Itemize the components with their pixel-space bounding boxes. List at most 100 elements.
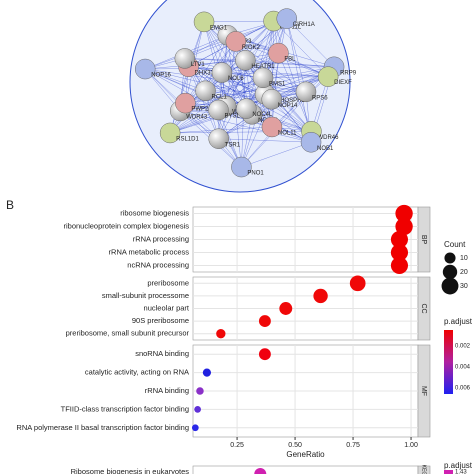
node xyxy=(211,62,233,83)
network: MPHOSPH10WDR43UTP11LNOP58DHX37RRP9WDR36W… xyxy=(129,0,357,193)
edge xyxy=(235,41,247,109)
node xyxy=(134,58,156,80)
edge xyxy=(145,18,287,70)
legend-dot xyxy=(441,277,459,295)
x-tick-label: 0.50 xyxy=(288,442,302,449)
legend-dot xyxy=(442,264,458,280)
node xyxy=(231,156,252,178)
node-label: FBL xyxy=(284,57,296,63)
node-label: LTV1 xyxy=(191,62,206,68)
node xyxy=(252,67,274,89)
node-label: EMG1 xyxy=(210,25,228,31)
dot xyxy=(254,468,267,474)
category-label: small-subunit processome xyxy=(102,291,189,300)
node-label: WDR46 xyxy=(317,135,339,141)
strip-label: MF xyxy=(420,386,427,396)
node-label: RSL1D1 xyxy=(176,137,199,143)
node xyxy=(175,92,196,114)
strip xyxy=(417,465,431,474)
dot xyxy=(395,204,413,223)
node-label: DHX37 xyxy=(195,70,215,76)
strip-label: CC xyxy=(420,303,427,313)
node-label: BMS1 xyxy=(269,81,286,87)
edge xyxy=(241,99,272,168)
panel xyxy=(192,465,419,474)
legend-title: Count xyxy=(444,240,466,249)
edge xyxy=(218,18,287,139)
category-label: rRNA binding xyxy=(145,386,189,395)
node xyxy=(295,81,317,103)
edge xyxy=(286,18,307,92)
dot xyxy=(202,368,212,377)
node-label: PWP2 xyxy=(191,107,209,113)
legend-title: p.adjust xyxy=(444,461,473,470)
category-label: rRNA metabolic process xyxy=(109,247,190,256)
node xyxy=(225,31,247,52)
dot xyxy=(279,302,293,315)
node xyxy=(193,11,215,33)
node xyxy=(300,131,322,153)
node-label: RIOK2 xyxy=(242,45,261,51)
category-label: ncRNA processing xyxy=(127,260,189,269)
dot xyxy=(191,424,199,432)
category-label: snoRNA binding xyxy=(135,349,189,358)
node-label: NOC4L xyxy=(252,112,273,118)
category-label: preribosome, small subunit precursor xyxy=(66,329,190,338)
node-label: BYSL xyxy=(224,114,240,120)
category-label: RNA polymerase II basal transcription fa… xyxy=(16,423,189,432)
category-label: rRNA processing xyxy=(133,234,189,243)
node-label: PNO1 xyxy=(247,171,264,177)
node-label: HEATR1 xyxy=(251,64,275,70)
x-axis-label: GeneRatio xyxy=(286,450,325,459)
category-label: ribonucleoprotein complex biogenesis xyxy=(64,221,190,230)
edge xyxy=(278,53,312,132)
dot xyxy=(258,348,271,361)
legend-label: 10 xyxy=(460,255,468,262)
edge xyxy=(169,52,279,134)
node-label: MPHOSPH10 xyxy=(271,98,309,104)
colorbar xyxy=(444,330,453,394)
node-label: CIRH1A xyxy=(293,22,315,28)
edge xyxy=(246,76,329,109)
edge xyxy=(221,72,329,77)
edge xyxy=(203,21,227,107)
category-label: preribosome xyxy=(147,278,189,287)
node xyxy=(276,8,297,29)
node-label: WDR43 xyxy=(186,115,208,121)
edge xyxy=(286,18,335,67)
node xyxy=(236,98,257,119)
colorbar-label: 1.43 xyxy=(455,470,467,474)
node xyxy=(208,99,229,121)
x-tick-label: 1.00 xyxy=(404,442,418,449)
edge xyxy=(185,41,237,104)
edge xyxy=(245,60,335,68)
edge xyxy=(271,76,329,128)
node xyxy=(317,66,339,87)
edge xyxy=(263,76,329,79)
category-label: ribosome biogenesis xyxy=(120,208,189,217)
node xyxy=(261,89,282,110)
category-label: TFIID-class transcription factor binding xyxy=(61,404,189,413)
node-label: DIEXF xyxy=(334,80,352,86)
node-label: NOB1 xyxy=(317,146,334,152)
node-label: NOP14 xyxy=(278,103,298,109)
node-label: NOL11 xyxy=(278,131,297,137)
edge xyxy=(145,68,206,92)
node xyxy=(159,122,181,144)
edge xyxy=(180,110,312,143)
edge xyxy=(184,58,335,68)
colorbar-label: 0.006 xyxy=(455,386,471,392)
node-label: RCL1 xyxy=(212,94,228,100)
node-label: TSR1 xyxy=(225,142,241,148)
dot xyxy=(349,275,366,292)
dot xyxy=(258,315,271,328)
edge xyxy=(218,138,312,143)
dot xyxy=(313,288,328,304)
strip-label: KEGG xyxy=(421,465,427,474)
edge xyxy=(188,66,247,109)
node-label: NOP16 xyxy=(151,73,171,79)
strip-label: BP xyxy=(420,235,427,245)
dot xyxy=(395,217,413,236)
edge xyxy=(241,141,312,168)
edge xyxy=(286,18,312,143)
